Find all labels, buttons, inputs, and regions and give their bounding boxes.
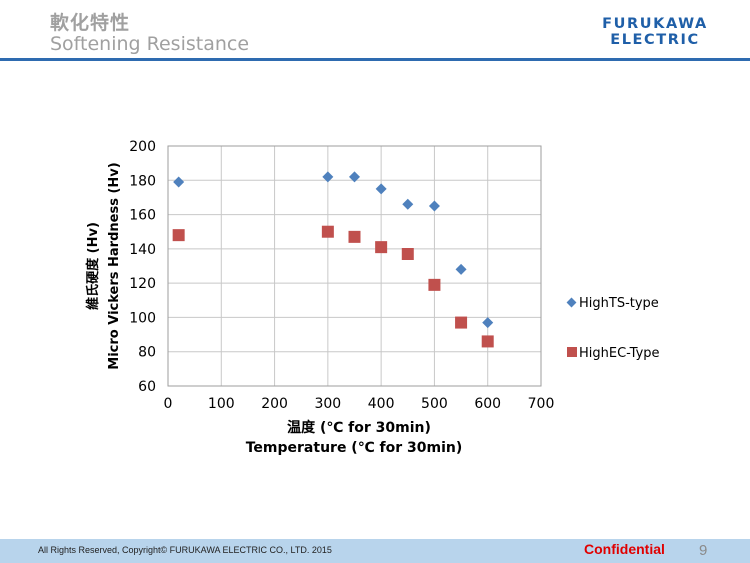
data-point-series-1	[348, 230, 361, 243]
logo-line-2: ELECTRIC	[610, 32, 700, 48]
data-point-series-0	[173, 176, 185, 188]
data-point-series-1	[172, 229, 185, 242]
y-tick-label: 100	[129, 310, 156, 326]
y-tick-label: 60	[138, 379, 156, 395]
y-tick-label: 200	[129, 139, 156, 155]
x-tick-label: 300	[314, 396, 341, 412]
data-points	[172, 171, 494, 348]
legend-label-hights: HighTS-type	[579, 296, 659, 311]
x-tick-labels: 0 100 200 300 400 500 600 700	[164, 396, 555, 412]
x-tick-label: 700	[528, 396, 555, 412]
x-tick-label: 200	[261, 396, 288, 412]
data-point-series-1	[401, 248, 414, 260]
legend-marker-hights	[566, 297, 577, 308]
data-point-series-1	[375, 241, 388, 254]
y-axis-label: Micro Vickers Hardness (Hv)	[107, 162, 122, 369]
copyright-text: All Rights Reserved, Copyright© FURUKAWA…	[38, 545, 332, 555]
x-tick-label: 400	[368, 396, 395, 412]
data-point-series-0	[322, 171, 334, 183]
data-point-series-0	[428, 200, 440, 212]
footer-bar: All Rights Reserved, Copyright© FURUKAWA…	[0, 539, 750, 563]
y-tick-label: 180	[129, 173, 156, 189]
plot-area-border	[167, 145, 542, 387]
chart-legend: HighTS-type HighEC-Type	[566, 296, 660, 361]
x-tick-label: 600	[474, 396, 501, 412]
data-point-series-1	[321, 225, 334, 238]
slide-title-english: Softening Resistance	[50, 33, 250, 55]
slide-title-japanese: 軟化特性	[50, 12, 131, 34]
logo-line-1: FURUKAWA	[602, 16, 708, 32]
data-point-series-0	[482, 317, 494, 329]
data-point-series-0	[349, 171, 360, 183]
company-logo: FURUKAWA ELECTRIC	[596, 16, 714, 48]
x-tick-label: 500	[421, 396, 448, 412]
y-tick-label: 80	[138, 345, 156, 361]
legend-label-highec: HighEC-Type	[579, 346, 660, 361]
y-tick-label: 140	[129, 242, 156, 258]
y-tick-labels: 60 80 100 120 140 160 180 200	[129, 139, 156, 395]
data-point-series-0	[375, 183, 387, 195]
x-tick-label: 100	[208, 396, 235, 412]
y-tick-label: 160	[129, 208, 156, 224]
data-point-series-0	[402, 198, 414, 210]
page-number: 9	[699, 542, 708, 559]
y-tick-label: 120	[129, 276, 156, 292]
data-point-series-1	[428, 278, 441, 291]
header-divider	[0, 58, 750, 61]
x-axis-label-japanese: 温度 (℃ for 30min)	[287, 419, 431, 436]
x-axis-label: Temperature (℃ for 30min)	[246, 440, 463, 456]
data-point-series-1	[455, 316, 468, 329]
confidential-label: Confidential	[584, 541, 665, 557]
data-point-series-0	[455, 263, 467, 275]
legend-marker-highec	[567, 347, 577, 357]
x-tick-label: 0	[164, 396, 173, 412]
y-axis-label-japanese: 維氏硬度 (Hv)	[85, 222, 101, 310]
data-point-series-1	[481, 335, 494, 348]
